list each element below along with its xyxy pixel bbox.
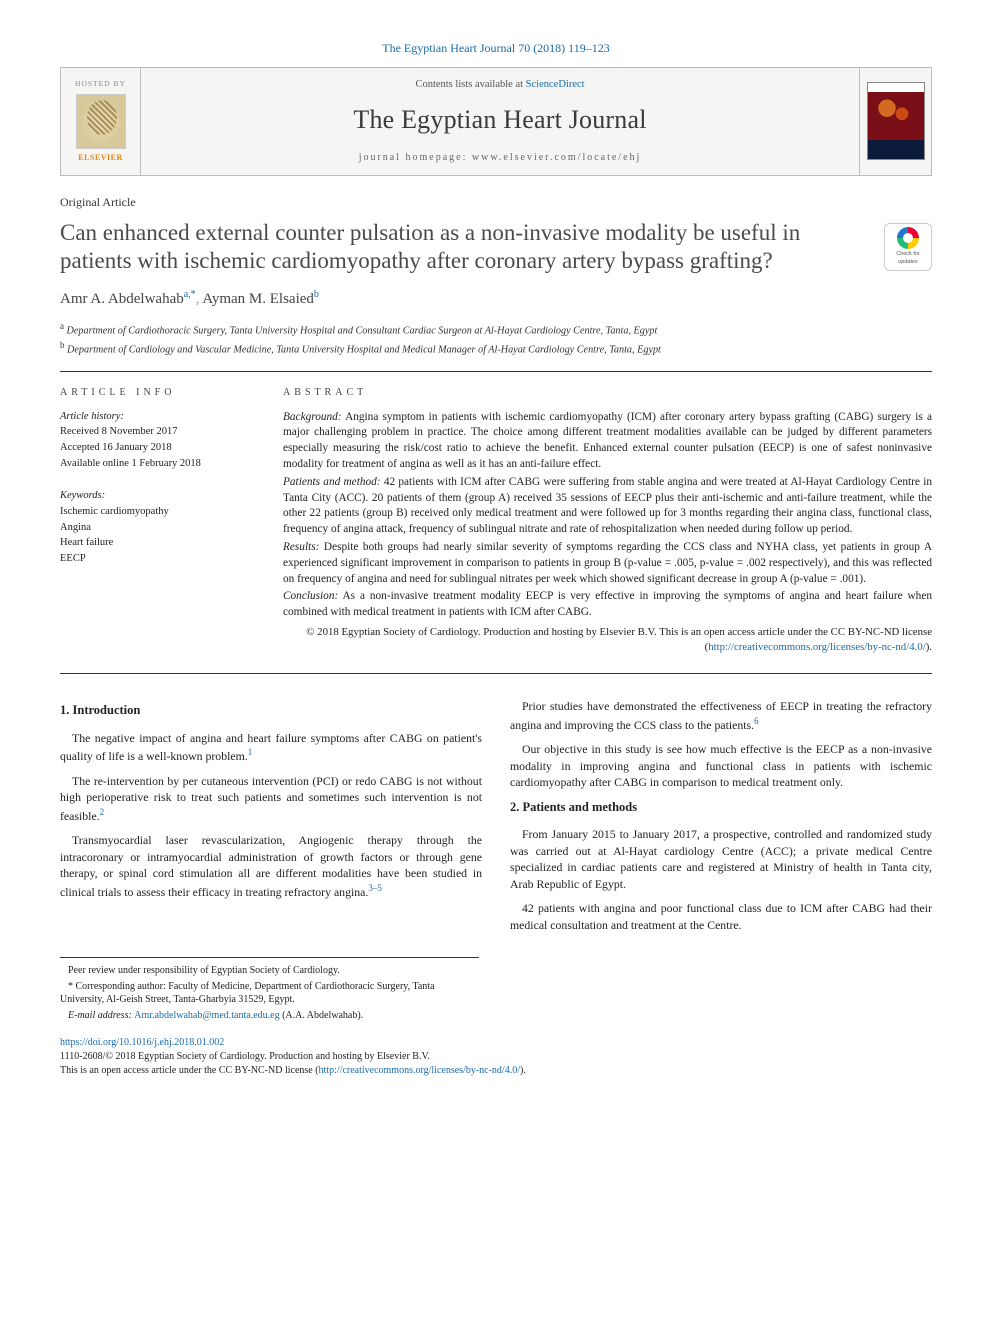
author: Ayman M. Elsaiedb xyxy=(202,291,319,307)
article-info: ARTICLE INFO Article history: Received 8… xyxy=(60,386,255,658)
article-type: Original Article xyxy=(60,194,932,211)
doi-link[interactable]: https://doi.org/10.1016/j.ehj.2018.01.00… xyxy=(60,1037,224,1048)
history-item: Accepted 16 January 2018 xyxy=(60,441,255,456)
body-para: Our objective in this study is see how m… xyxy=(510,741,932,791)
author: Amr A. Abdelwahaba,* xyxy=(60,291,196,307)
keyword: Angina xyxy=(60,521,255,536)
affiliation: a Department of Cardiothoracic Surgery, … xyxy=(60,320,932,339)
issn-copyright: 1110-2608/© 2018 Egyptian Society of Car… xyxy=(60,1050,932,1064)
journal-homepage: journal homepage: www.elsevier.com/locat… xyxy=(359,151,642,165)
abstract-para: Background: Angina symptom in patients w… xyxy=(283,410,932,473)
history-item: Available online 1 February 2018 xyxy=(60,457,255,472)
cover-panel xyxy=(859,68,931,175)
abstract-copyright: © 2018 Egyptian Society of Cardiology. P… xyxy=(283,625,932,655)
doi-block: https://doi.org/10.1016/j.ehj.2018.01.00… xyxy=(60,1036,932,1078)
authors-line: Amr A. Abdelwahaba,*, Ayman M. Elsaiedb xyxy=(60,288,932,310)
body-para: Transmyocardial laser revascularization,… xyxy=(60,832,482,900)
affiliations: a Department of Cardiothoracic Surgery, … xyxy=(60,320,932,371)
keywords-label: Keywords: xyxy=(60,489,255,504)
body-para: Prior studies have demonstrated the effe… xyxy=(510,698,932,733)
body-para: From January 2015 to January 2017, a pro… xyxy=(510,826,932,892)
elsevier-tree-icon xyxy=(76,94,126,149)
history-label: Article history: xyxy=(60,410,255,425)
license-link[interactable]: http://creativecommons.org/licenses/by-n… xyxy=(708,641,926,653)
article-body: 1. Introduction The negative impact of a… xyxy=(60,698,932,933)
footnotes: Peer review under responsibility of Egyp… xyxy=(60,957,479,1022)
license-link[interactable]: http://creativecommons.org/licenses/by-n… xyxy=(319,1065,520,1076)
crossmark-icon xyxy=(897,227,919,249)
body-para: 42 patients with angina and poor functio… xyxy=(510,900,932,933)
keyword: EECP xyxy=(60,552,255,567)
body-para: The negative impact of angina and heart … xyxy=(60,730,482,765)
keyword: Heart failure xyxy=(60,536,255,551)
contents-list-line: Contents lists available at ScienceDirec… xyxy=(415,78,584,93)
email-line: E-mail address: Amr.abdelwahab@med.tanta… xyxy=(60,1009,479,1023)
ref-link[interactable]: 6 xyxy=(754,716,759,726)
masthead-center: Contents lists available at ScienceDirec… xyxy=(141,68,859,175)
affiliation: b Department of Cardiology and Vascular … xyxy=(60,339,932,358)
sciencedirect-link[interactable]: ScienceDirect xyxy=(526,79,585,90)
ref-link[interactable]: 1 xyxy=(248,747,253,757)
history-item: Received 8 November 2017 xyxy=(60,425,255,440)
abstract-para: Patients and method: 42 patients with IC… xyxy=(283,475,932,538)
masthead: HOSTED BY ELSEVIER Contents lists availa… xyxy=(60,67,932,176)
abstract-para: Conclusion: As a non-invasive treatment … xyxy=(283,589,932,621)
hosted-by-panel: HOSTED BY ELSEVIER xyxy=(61,68,141,175)
journal-cover-thumbnail xyxy=(867,82,925,160)
section-heading: 1. Introduction xyxy=(60,702,482,720)
abstract-heading: ABSTRACT xyxy=(283,386,932,400)
abstract: ABSTRACT Background: Angina symptom in p… xyxy=(283,386,932,658)
crossmark-text: Check forupdates xyxy=(896,251,920,266)
license-line: This is an open access article under the… xyxy=(60,1064,932,1078)
ref-link[interactable]: 2 xyxy=(100,807,105,817)
journal-name: The Egyptian Heart Journal xyxy=(353,102,646,138)
corresponding-author: * Corresponding author: Faculty of Medic… xyxy=(60,980,479,1007)
article-info-heading: ARTICLE INFO xyxy=(60,386,255,400)
body-para: The re-intervention by per cutaneous int… xyxy=(60,773,482,824)
peer-review-note: Peer review under responsibility of Egyp… xyxy=(60,964,479,978)
ref-link[interactable]: 3–5 xyxy=(368,883,382,893)
hosted-by-label: HOSTED BY xyxy=(75,79,126,90)
journal-reference: The Egyptian Heart Journal 70 (2018) 119… xyxy=(60,40,932,57)
keyword: Ischemic cardiomyopathy xyxy=(60,505,255,520)
section-heading: 2. Patients and methods xyxy=(510,799,932,817)
contents-prefix: Contents lists available at xyxy=(415,79,525,90)
abstract-para: Results: Despite both groups had nearly … xyxy=(283,540,932,587)
article-title: Can enhanced external counter pulsation … xyxy=(60,219,872,277)
crossmark-button[interactable]: Check forupdates xyxy=(884,223,932,271)
email-link[interactable]: Amr.abdelwahab@med.tanta.edu.eg xyxy=(134,1010,279,1021)
elsevier-label: ELSEVIER xyxy=(78,152,122,163)
